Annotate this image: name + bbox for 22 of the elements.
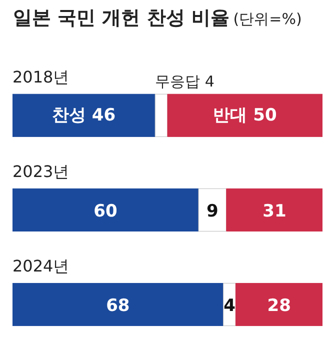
y-tick-label: 2023년 [12, 162, 70, 182]
bar [167, 94, 322, 137]
annotation: 무응답 4 [155, 72, 214, 90]
data-label: 4 [224, 296, 236, 316]
data-label: 31 [262, 201, 286, 222]
data-label: 9 [206, 201, 218, 222]
chart-subtitle: (단위=%) [233, 10, 302, 28]
data-label: 68 [106, 296, 130, 316]
bar [198, 188, 227, 232]
data-label: 찬성 46 [52, 105, 116, 126]
bar [226, 188, 322, 232]
y-tick-label: 2024년 [12, 256, 70, 276]
data-label: 60 [94, 201, 118, 222]
data-label: 반대 50 [213, 105, 277, 126]
data-label: 28 [267, 296, 291, 316]
chart-title: 일본 국민 개헌 찬성 비율 [13, 7, 230, 29]
bar [12, 94, 156, 137]
y-tick-label: 2018년 [12, 68, 70, 87]
bar [154, 94, 168, 137]
bar [235, 282, 322, 326]
bar [12, 188, 199, 232]
bar [12, 282, 224, 326]
